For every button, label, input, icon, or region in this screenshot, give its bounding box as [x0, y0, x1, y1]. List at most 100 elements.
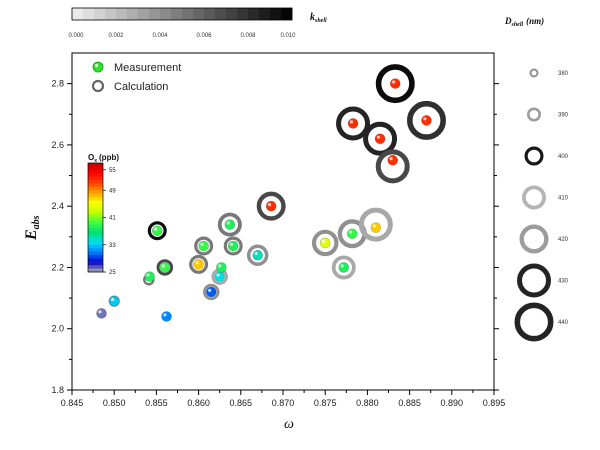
measurement-point	[161, 311, 172, 322]
dshell-ring	[519, 224, 549, 254]
k-scale-segment	[248, 8, 260, 20]
o3-colorbar-segment	[88, 173, 103, 178]
o3-colorbar-label: 55	[109, 168, 116, 174]
measurement-point	[96, 308, 107, 319]
measurement-point	[338, 262, 350, 273]
measurement-point	[198, 240, 209, 252]
k-scale-label: 0.006	[196, 33, 212, 39]
k-scale-label: 0.004	[152, 33, 168, 39]
k-scale-segment	[204, 8, 216, 20]
calculation-point	[223, 236, 243, 256]
o3-colorbar-segment	[88, 166, 103, 171]
y-tick-label: 2.4	[51, 201, 64, 211]
k-scale-segment	[160, 8, 172, 20]
k-scale-segment	[138, 8, 150, 20]
o3-colorbar-segment	[88, 244, 103, 249]
o3-colorbar-segment	[88, 248, 103, 252]
measurement-point	[387, 154, 399, 166]
measurement-point-highlight	[111, 297, 115, 302]
dshell-label: 440	[558, 320, 569, 326]
y-axis: 1.8 2.0 2.2 2.4 2.6 2.8	[51, 79, 499, 395]
calculation-series	[108, 64, 446, 307]
x-tick-label: 0.850	[103, 398, 126, 408]
o3-colorbar-segment	[88, 183, 103, 188]
calculation-point	[375, 149, 410, 184]
legend: Measurement Calculation	[91, 61, 181, 93]
measurement-point-highlight	[161, 264, 165, 268]
measurement-point	[252, 249, 263, 261]
k-scale-label: 0.010	[280, 33, 296, 39]
x-axis: 0.845 0.850 0.855 0.860 0.865 0.870 0.875 0.880…	[61, 390, 506, 408]
k-scale-segment	[215, 8, 227, 20]
k-scale-label: 0.008	[240, 33, 256, 39]
x-axis-label: ω	[284, 417, 294, 432]
calculation-point	[311, 229, 339, 257]
measurement-point-highlight	[154, 227, 158, 231]
calculation-point	[375, 64, 415, 104]
k-scale-segment	[105, 8, 117, 20]
o3-colorbar-segment	[88, 265, 103, 269]
o3-colorbar-segment	[88, 214, 103, 218]
calculation-point	[406, 100, 446, 140]
o3-colorbar-segment	[88, 207, 103, 212]
calculation-point	[189, 254, 209, 274]
k-scale-segment	[116, 8, 128, 20]
measurement-point-highlight	[200, 242, 204, 247]
measurement-point	[205, 286, 217, 298]
measurement-point-highlight	[392, 80, 396, 84]
x-tick-label: 0.870	[272, 398, 295, 408]
measurement-point	[193, 259, 204, 270]
dshell-legend: 380 390 400 410 420 430 440	[514, 68, 569, 342]
x-tick-label: 0.845	[61, 398, 84, 408]
measurement-point	[216, 262, 227, 273]
measurement-point-highlight	[218, 264, 222, 268]
k-scale-segment	[149, 8, 161, 20]
dshell-ring	[517, 263, 551, 298]
measurement-point	[144, 271, 155, 282]
o3-colorbar-label: 25	[109, 270, 116, 276]
measurement-point-highlight	[216, 273, 220, 277]
measurement-point	[346, 228, 358, 240]
o3-colorbar-segment	[88, 237, 103, 242]
measurement-point	[347, 118, 359, 129]
measurement-point	[108, 295, 120, 307]
measurement-point-highlight	[372, 224, 376, 228]
measurement-series	[96, 78, 432, 322]
o3-colorbar-segment	[88, 234, 103, 239]
measurement-point	[214, 271, 225, 282]
dshell-label: 400	[558, 154, 569, 160]
calculation-point	[331, 255, 356, 280]
measurement-point-highlight	[230, 242, 234, 247]
dshell-ring	[526, 107, 541, 122]
measurement-point	[265, 200, 277, 212]
k-scale-segment	[237, 8, 249, 20]
x-tick-label: 0.880	[356, 398, 379, 408]
k-scale-frame	[71, 7, 293, 21]
x-tick-label: 0.890	[441, 398, 464, 408]
measurement-point	[370, 222, 382, 233]
measurement-point-highlight	[349, 230, 353, 234]
measurement-point	[319, 237, 331, 249]
o3-colorbar-segment	[88, 210, 103, 215]
dshell-label: 380	[558, 71, 569, 77]
k-scale-segment	[94, 8, 106, 20]
measurement-point-highlight	[163, 313, 167, 317]
o3-colorbar-segment	[88, 227, 103, 232]
dshell-label: 420	[558, 237, 569, 243]
x-tick-label: 0.895	[483, 398, 506, 408]
o3-colorbar-segment	[88, 180, 103, 184]
x-tick-label: 0.860	[187, 398, 210, 408]
measurement-point-highlight	[195, 261, 199, 265]
measurement-point-highlight	[322, 239, 326, 243]
y-tick-label: 2.8	[51, 79, 64, 89]
measurement-point-highlight	[208, 288, 212, 292]
k-scale-segment	[182, 8, 194, 20]
o3-colorbar-segment	[88, 258, 103, 263]
calculation-point	[256, 191, 286, 221]
measurement-point-highlight	[267, 202, 272, 207]
o3-colorbar-segment	[88, 217, 103, 222]
measurement-point-highlight	[340, 264, 344, 268]
x-tick-label: 0.865	[230, 398, 253, 408]
measurement-point	[421, 115, 432, 126]
